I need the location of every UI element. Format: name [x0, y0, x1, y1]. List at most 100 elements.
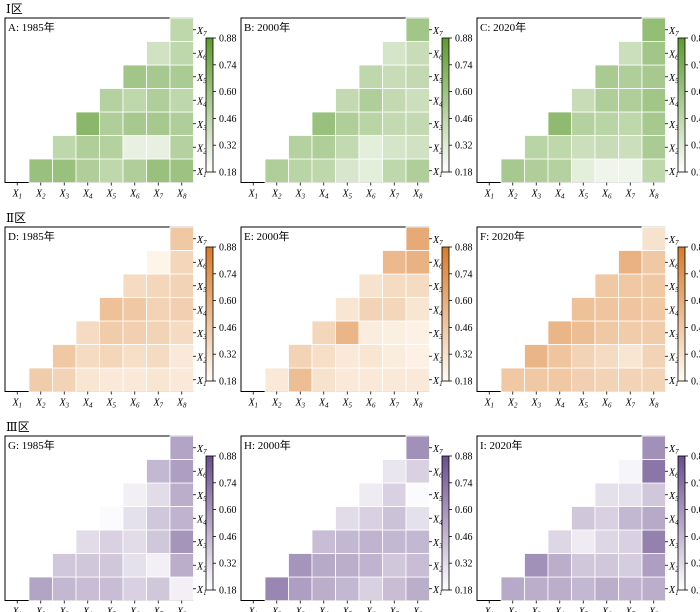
colorbar-tick-label: 0.32 [691, 350, 700, 361]
x-tick-label: X2 [271, 189, 282, 201]
x-tick-label: X8 [176, 189, 187, 201]
y-tick-label: X6 [668, 467, 679, 479]
heatmap-panel-I: I: 2020年 X1 X2 X3 X4 X5 X6 X7 X8 X1 X2 X3 X4 X5 X6 X7 0.… [476, 435, 700, 612]
heatmap-cell [358, 344, 383, 369]
y-tick-label: X1 [196, 585, 207, 597]
heatmap-cell [75, 344, 100, 369]
colorbar-tick-label: 0.18 [691, 377, 700, 388]
heatmap-cell [288, 344, 313, 369]
colorbar [677, 246, 686, 382]
y-tick-label: X5 [668, 282, 679, 294]
colorbar-tick-label: 0.74 [691, 269, 700, 280]
heatmap-cell [146, 344, 171, 369]
x-tick-label: X3 [294, 189, 305, 201]
heatmap-cell [594, 553, 619, 578]
heatmap-cell [405, 297, 430, 322]
x-tick-label: X6 [601, 607, 612, 612]
heatmap-panel-E: E: 2000年 X1 X2 X3 X4 X5 X6 X7 X8 X1 X2 X3 X4 X5 X6 X7 0.… [240, 226, 473, 410]
x-tick-label: X8 [176, 398, 187, 410]
heatmap-cell [382, 367, 407, 392]
heatmap-cell [169, 459, 194, 484]
heatmap-cell [641, 273, 666, 298]
colorbar-tick-label: 0.46 [455, 532, 473, 543]
heatmap-cell [594, 64, 619, 89]
heatmap-cell [500, 158, 525, 183]
heatmap-cell [311, 553, 336, 578]
heatmap-cell [594, 482, 619, 507]
y-tick-label: X7 [196, 26, 207, 38]
heatmap-cell [547, 553, 572, 578]
heatmap-cell [335, 553, 360, 578]
heatmap-cell [358, 297, 383, 322]
x-tick-label: X1 [483, 398, 494, 410]
panel-title: I: 2020年 [480, 438, 522, 452]
heatmap-cell [122, 576, 147, 601]
heatmap-cell [52, 135, 77, 160]
heatmap-cell [641, 158, 666, 183]
heatmap-cell [405, 320, 430, 345]
heatmap-cell [382, 111, 407, 136]
y-tick-label: X7 [196, 235, 207, 247]
panel-title: E: 2000年 [244, 229, 290, 243]
heatmap-cell [594, 297, 619, 322]
heatmap-cell [618, 482, 643, 507]
x-tick-label: X7 [388, 607, 399, 612]
zone-2: Ⅱ区 D: 1985年 X1 X2 X3 X4 X5 X6 X7 X8 X1 X2 X3 X4 X5 X6 X7… [4, 211, 700, 410]
panel-title: D: 1985年 [8, 229, 55, 243]
heatmap-cell [641, 297, 666, 322]
y-tick-label: X3 [668, 329, 679, 341]
heatmap-cell [358, 367, 383, 392]
x-tick-label: X5 [105, 607, 116, 612]
y-tick-label: X6 [432, 258, 443, 270]
heatmap-cell [75, 135, 100, 160]
heatmap-cell [358, 111, 383, 136]
heatmap-cell [382, 320, 407, 345]
heatmap-cell [594, 111, 619, 136]
y-tick-label: X4 [432, 305, 443, 317]
heatmap-cell [99, 576, 124, 601]
heatmap-cell [405, 64, 430, 89]
heatmap-cell [571, 135, 596, 160]
heatmap-cell [382, 273, 407, 298]
y-tick-label: X4 [668, 514, 679, 526]
heatmap-cell [169, 226, 194, 251]
y-tick-label: X5 [668, 491, 679, 503]
x-tick-label: X5 [105, 398, 116, 410]
heatmap-cell [641, 553, 666, 578]
heatmap-cell [99, 529, 124, 554]
heatmap-cell [618, 135, 643, 160]
heatmap-cell [311, 135, 336, 160]
x-tick-label: X2 [271, 607, 282, 612]
y-tick-label: X1 [432, 167, 443, 179]
heatmap-panel-H: H: 2000年 X1 X2 X3 X4 X5 X6 X7 X8 X1 X2 X3 X4 X5 X6 X7 0.… [240, 435, 473, 612]
heatmap-cell [594, 367, 619, 392]
heatmap-cell [641, 344, 666, 369]
heatmap-cell [500, 367, 525, 392]
x-tick-label: X7 [152, 398, 163, 410]
heatmap-cell [500, 576, 525, 601]
heatmap-cell [547, 320, 572, 345]
heatmap-cell [146, 41, 171, 66]
y-tick-label: X7 [432, 235, 443, 247]
y-tick-label: X2 [196, 352, 207, 364]
colorbar [441, 455, 450, 591]
heatmap-cell [382, 250, 407, 275]
x-tick-label: X8 [648, 607, 659, 612]
heatmap-panel-D: D: 1985年 X1 X2 X3 X4 X5 X6 X7 X8 X1 X2 X3 X4 X5 X6 X7 0.… [4, 226, 237, 410]
x-tick-label: X1 [247, 398, 258, 410]
y-tick-label: X4 [668, 305, 679, 317]
heatmap-cell [311, 320, 336, 345]
heatmap-cell [75, 111, 100, 136]
heatmap-cell [382, 297, 407, 322]
heatmap-cell [641, 529, 666, 554]
heatmap-cell [382, 41, 407, 66]
y-tick-label: X5 [432, 491, 443, 503]
heatmap-cell [382, 529, 407, 554]
heatmap-cell [335, 529, 360, 554]
heatmap-cell [75, 367, 100, 392]
heatmap-cell [264, 576, 289, 601]
heatmap-cell [618, 41, 643, 66]
y-tick-label: X3 [432, 329, 443, 341]
colorbar-tick-label: 0.74 [455, 60, 473, 71]
y-tick-label: X4 [668, 96, 679, 108]
